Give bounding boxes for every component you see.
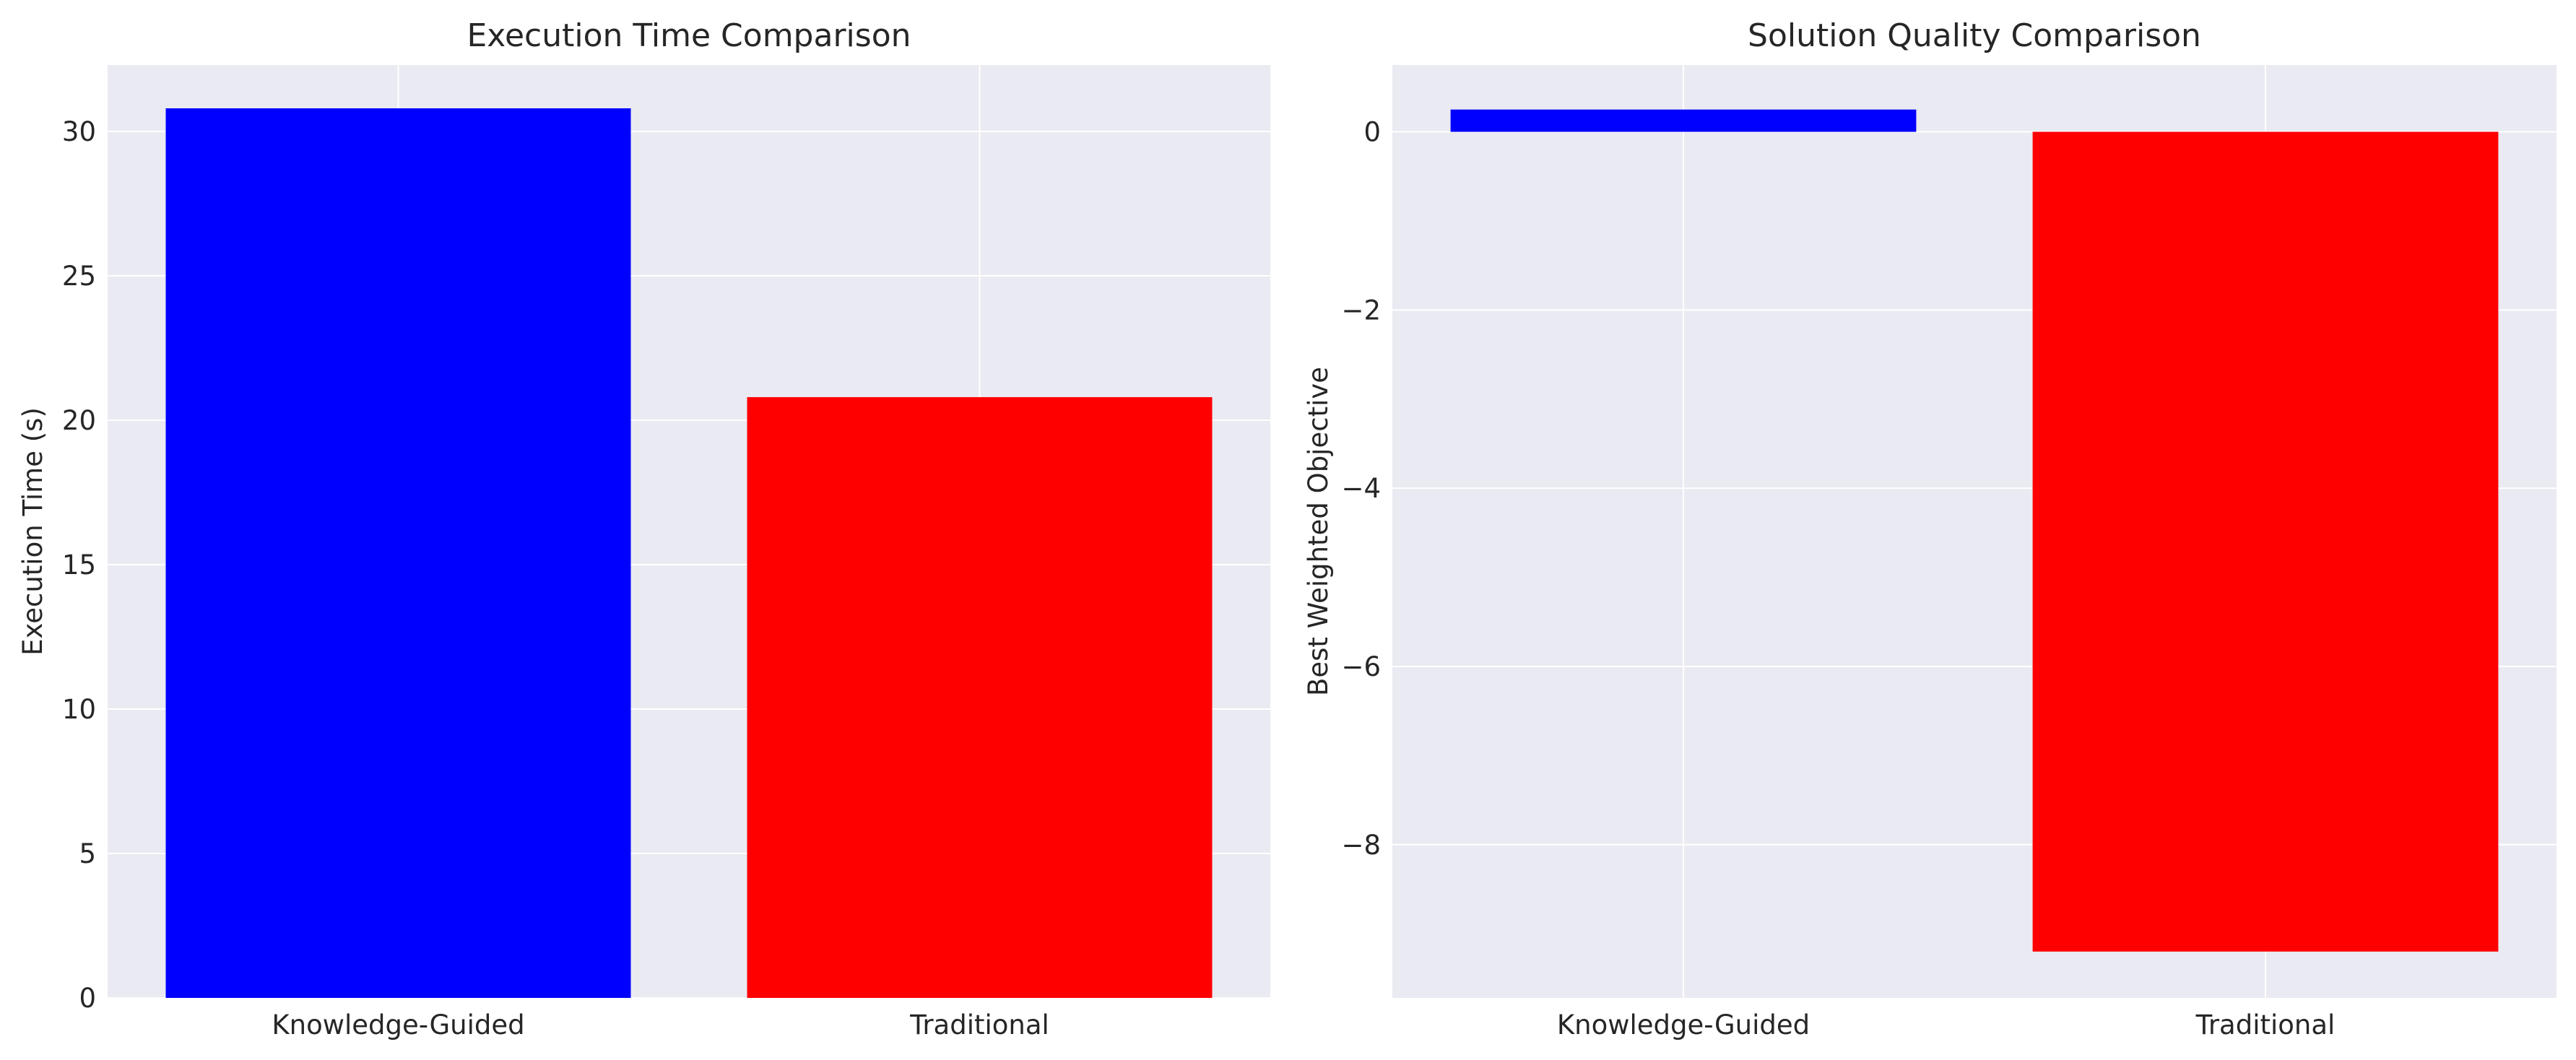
chart-title: Execution Time Comparison [467,17,911,54]
y-tick-label: 30 [62,116,96,147]
y-tick-label: −2 [1341,295,1381,326]
x-tick-label: Knowledge-Guided [272,1009,524,1041]
bar-knowledge-guided [165,108,631,998]
bar-traditional [747,397,1213,998]
y-tick-label: 15 [62,549,96,581]
x-tick-label: Traditional [909,1009,1049,1041]
y-tick-label: −6 [1341,651,1381,682]
y-tick-label: 0 [79,983,96,1014]
y-tick-label: −8 [1341,830,1381,861]
solution-quality-chart: 0 −2 −4 −6 −8 Knowledge-Guided Traditional So… [1303,17,2557,1041]
y-tick-label: 25 [62,261,96,292]
x-tick-label: Traditional [2195,1009,2336,1041]
x-tick-labels: Knowledge-Guided Traditional [1557,1009,2335,1041]
y-tick-labels: 0 5 10 15 20 25 30 [62,116,96,1014]
chart-title: Solution Quality Comparison [1748,17,2201,54]
bar-knowledge-guided [1450,109,1917,132]
y-axis-label: Execution Time (s) [17,407,48,656]
bars [165,108,1213,998]
y-axis-label: Best Weighted Objective [1303,367,1334,696]
bars [1450,109,2499,952]
x-tick-labels: Knowledge-Guided Traditional [272,1009,1049,1041]
execution-time-chart: 0 5 10 15 20 25 30 Knowledge-Guided Traditional… [17,17,1270,1041]
x-tick-label: Knowledge-Guided [1557,1009,1810,1041]
y-tick-label: 5 [79,838,96,869]
y-tick-labels: 0 −2 −4 −6 −8 [1341,117,1381,861]
y-tick-label: −4 [1341,473,1381,504]
bar-traditional [2032,131,2499,952]
y-tick-label: 0 [1363,117,1381,148]
y-tick-label: 20 [62,405,96,436]
y-tick-label: 10 [62,694,96,725]
